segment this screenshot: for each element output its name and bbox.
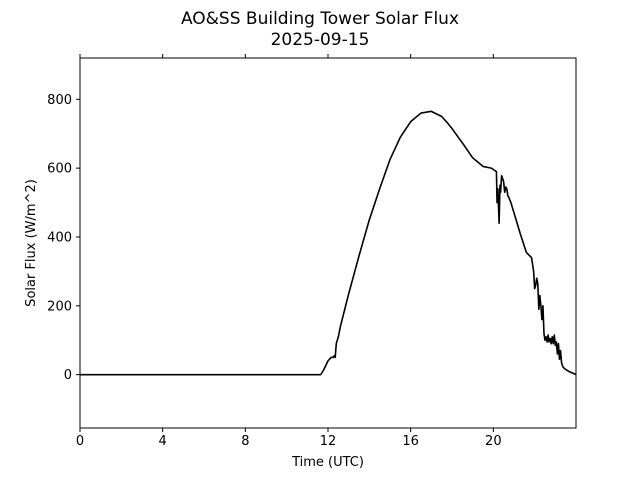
- x-tick-label: 12: [320, 434, 337, 449]
- y-tick-label: 600: [47, 162, 72, 177]
- y-axis-label: Solar Flux (W/m^2): [24, 179, 39, 307]
- y-axis: 0 200 400 600 800: [47, 93, 80, 383]
- x-tick-label: 8: [241, 434, 249, 449]
- x-axis-label: Time (UTC): [291, 455, 364, 470]
- x-tick-label: 20: [485, 434, 502, 449]
- plot-area: [80, 110, 577, 376]
- x-tick-label: 4: [159, 434, 167, 449]
- y-tick-label: 0: [64, 368, 72, 383]
- chart-title: AO&SS Building Tower Solar Flux: [181, 9, 459, 29]
- x-tick-label: 16: [402, 434, 419, 449]
- x-axis: 0 4 8 12 16 20: [76, 54, 502, 449]
- y-tick-label: 800: [47, 93, 72, 108]
- x-tick-label: 0: [76, 434, 84, 449]
- y-tick-label: 400: [47, 230, 72, 245]
- solar-flux-series-line: [80, 110, 577, 376]
- y-tick-label: 200: [47, 299, 72, 314]
- chart-subtitle: 2025-09-15: [271, 30, 370, 50]
- axes-frame: [79, 57, 577, 429]
